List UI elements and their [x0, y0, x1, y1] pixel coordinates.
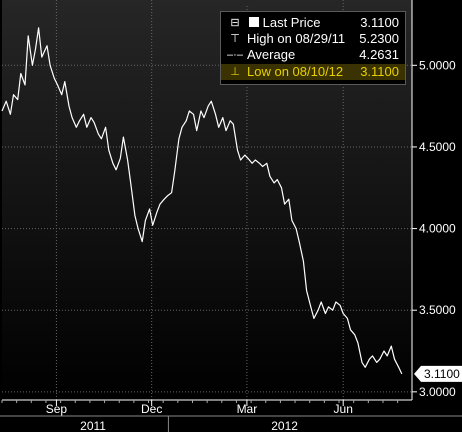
- y-tick-label: 3.5000: [419, 303, 456, 317]
- legend-high-label: High on 08/29/11: [247, 31, 346, 46]
- last-value-label: 3.1100: [424, 367, 460, 381]
- x-tick-label: Jun: [334, 402, 353, 416]
- legend-high-value: 5.2300: [359, 31, 399, 46]
- legend-last-price-label: Last Price: [262, 15, 321, 30]
- legend-low-value: 3.1100: [360, 64, 399, 79]
- legend-row-last-price: ⊟ Last Price 3.1100: [221, 15, 405, 31]
- x-tick-label: Mar: [237, 402, 258, 416]
- legend-average-label: Average: [247, 47, 296, 62]
- y-tick-label: 4.5000: [419, 140, 456, 154]
- x-tick-label: Sep: [46, 402, 68, 416]
- top-tab: [178, 0, 262, 4]
- high-marker-icon: ⊤: [230, 33, 240, 45]
- legend-average-value: 4.2631: [359, 47, 399, 62]
- year-label: 2012: [271, 419, 298, 432]
- legend-row-high: ⊤ High on 08/29/11 5.2300: [221, 31, 405, 47]
- average-marker-icon: –·–: [227, 49, 243, 61]
- legend-last-price-value: 3.1100: [360, 15, 399, 30]
- legend-row-low: ⊥ Low on 08/10/12 3.1100: [221, 64, 405, 80]
- y-tick-label: 5.0000: [419, 58, 456, 72]
- last-price-swatch-icon: [249, 17, 259, 27]
- legend-row-average: –·– Average 4.2631: [221, 47, 405, 63]
- legend: ⊟ Last Price 3.1100 ⊤ High on 08/29/11 5…: [220, 11, 406, 85]
- price-series-line: [1, 27, 403, 375]
- y-tick-label: 4.0000: [419, 222, 456, 236]
- x-tick-label: Dec: [141, 402, 162, 416]
- low-marker-icon: ⊥: [230, 66, 240, 78]
- last-value-tag: [414, 365, 462, 382]
- year-label: 2011: [80, 419, 106, 432]
- collapse-square-icon[interactable]: ⊟: [230, 17, 240, 29]
- legend-low-label: Low on 08/10/12: [247, 64, 344, 79]
- y-tick-label: 3.0000: [419, 385, 456, 399]
